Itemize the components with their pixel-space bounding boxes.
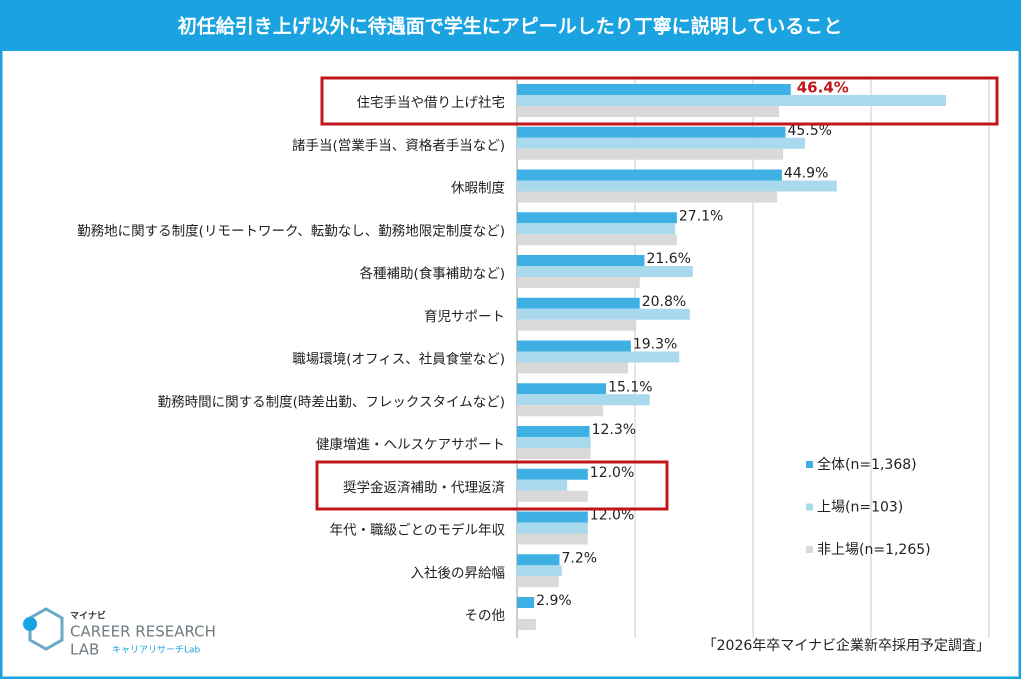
value-label: 2.9% (536, 593, 572, 609)
bar (517, 479, 568, 491)
bar (517, 148, 784, 160)
logo: マイナビ CAREER RESEARCH LAB キャリアリサーチLab (23, 607, 216, 659)
category-label: その他 (465, 608, 506, 624)
value-label: 21.6% (646, 251, 690, 267)
legend-swatch (806, 546, 813, 553)
bar (517, 319, 637, 331)
category-label: 年代・職級ごとのモデル年収 (330, 522, 506, 539)
category-label: 諸手当(営業手当、資格者手当など) (292, 138, 505, 154)
bar (517, 511, 588, 523)
bar (517, 169, 782, 181)
legend-swatch (806, 461, 813, 468)
bar (517, 180, 837, 192)
legend-label: 上場(n=103) (817, 500, 903, 516)
bar (517, 277, 640, 288)
bar (517, 308, 690, 320)
legend-swatch (806, 503, 813, 511)
value-label: 7.2% (561, 550, 597, 566)
value-label: 15.1% (608, 379, 652, 395)
bar (517, 266, 693, 277)
bar (517, 297, 640, 309)
bar (517, 106, 779, 117)
category-label: 勤務地に関する制度(リモートワーク、転勤なし、勤務地限定制度など) (77, 223, 505, 239)
category-label: 健康増進・ヘルスケアサポート (316, 436, 505, 453)
category-label: 育児サポート (424, 309, 505, 325)
category-label: 職場環境(オフィス、社員食堂など) (292, 351, 505, 368)
legend-label: 全体(n=1,368) (817, 456, 917, 473)
bar (517, 426, 590, 437)
bar (517, 468, 588, 480)
category-label: 勤務時間に関する制度(時差出勤、フレックスタイムなど) (158, 394, 505, 410)
chart-title: 初任給引き上げ以外に待遇面で学生にアピールしたり丁寧に説明していること (178, 15, 842, 38)
value-label: 20.8% (642, 294, 686, 310)
bar (517, 405, 604, 417)
bar (517, 126, 786, 138)
bar (517, 383, 607, 395)
value-label: 12.0% (590, 508, 634, 524)
legend-label: 非上場(n=1,265) (817, 542, 931, 558)
value-label: 46.4% (797, 79, 849, 97)
logo-icon (28, 607, 64, 651)
highlight-box (320, 76, 999, 126)
bar (517, 448, 591, 459)
category-label: 入社後の昇給幅 (411, 565, 506, 581)
bar (517, 137, 805, 149)
bar (517, 554, 560, 566)
value-label: 19.3% (633, 337, 677, 353)
value-label: 12.3% (592, 422, 636, 438)
bar (517, 533, 588, 545)
bar (517, 84, 791, 95)
logo-dot (23, 617, 37, 631)
value-label: 27.1% (679, 208, 723, 224)
bar (517, 565, 562, 577)
value-label: 12.0% (590, 465, 634, 481)
value-label: 44.9% (784, 166, 828, 182)
bar (517, 191, 778, 203)
value-label: 45.5% (787, 123, 831, 139)
source: 「2026年卒マイナビ企業新卒採用予定調査」 (703, 637, 990, 654)
bar (517, 351, 680, 363)
highlight-box (315, 460, 669, 511)
bar (517, 522, 588, 534)
logo-sub: キャリアリサーチLab (112, 645, 201, 656)
category-label: 各種補助(食事補助など) (359, 265, 505, 282)
bar (517, 437, 591, 448)
bar (517, 234, 677, 246)
category-label: 住宅手当や借り上げ社宅 (357, 95, 506, 111)
bar (517, 255, 645, 266)
category-label: 休暇制度 (451, 181, 505, 197)
bar (517, 394, 650, 406)
bar (517, 340, 631, 352)
title-bar (1, 1, 1020, 51)
bar (517, 597, 535, 608)
bar (517, 576, 559, 588)
category-label: 奨学金返済補助・代理返済 (343, 480, 505, 496)
logo-line2: LAB (70, 641, 99, 659)
bar (517, 212, 677, 224)
bar (517, 619, 536, 630)
bar (517, 95, 946, 106)
bar (517, 490, 588, 502)
logo-brand: マイナビ (70, 610, 106, 622)
logo-line1: CAREER RESEARCH (70, 623, 216, 641)
bar (517, 362, 628, 374)
bar (517, 223, 676, 235)
